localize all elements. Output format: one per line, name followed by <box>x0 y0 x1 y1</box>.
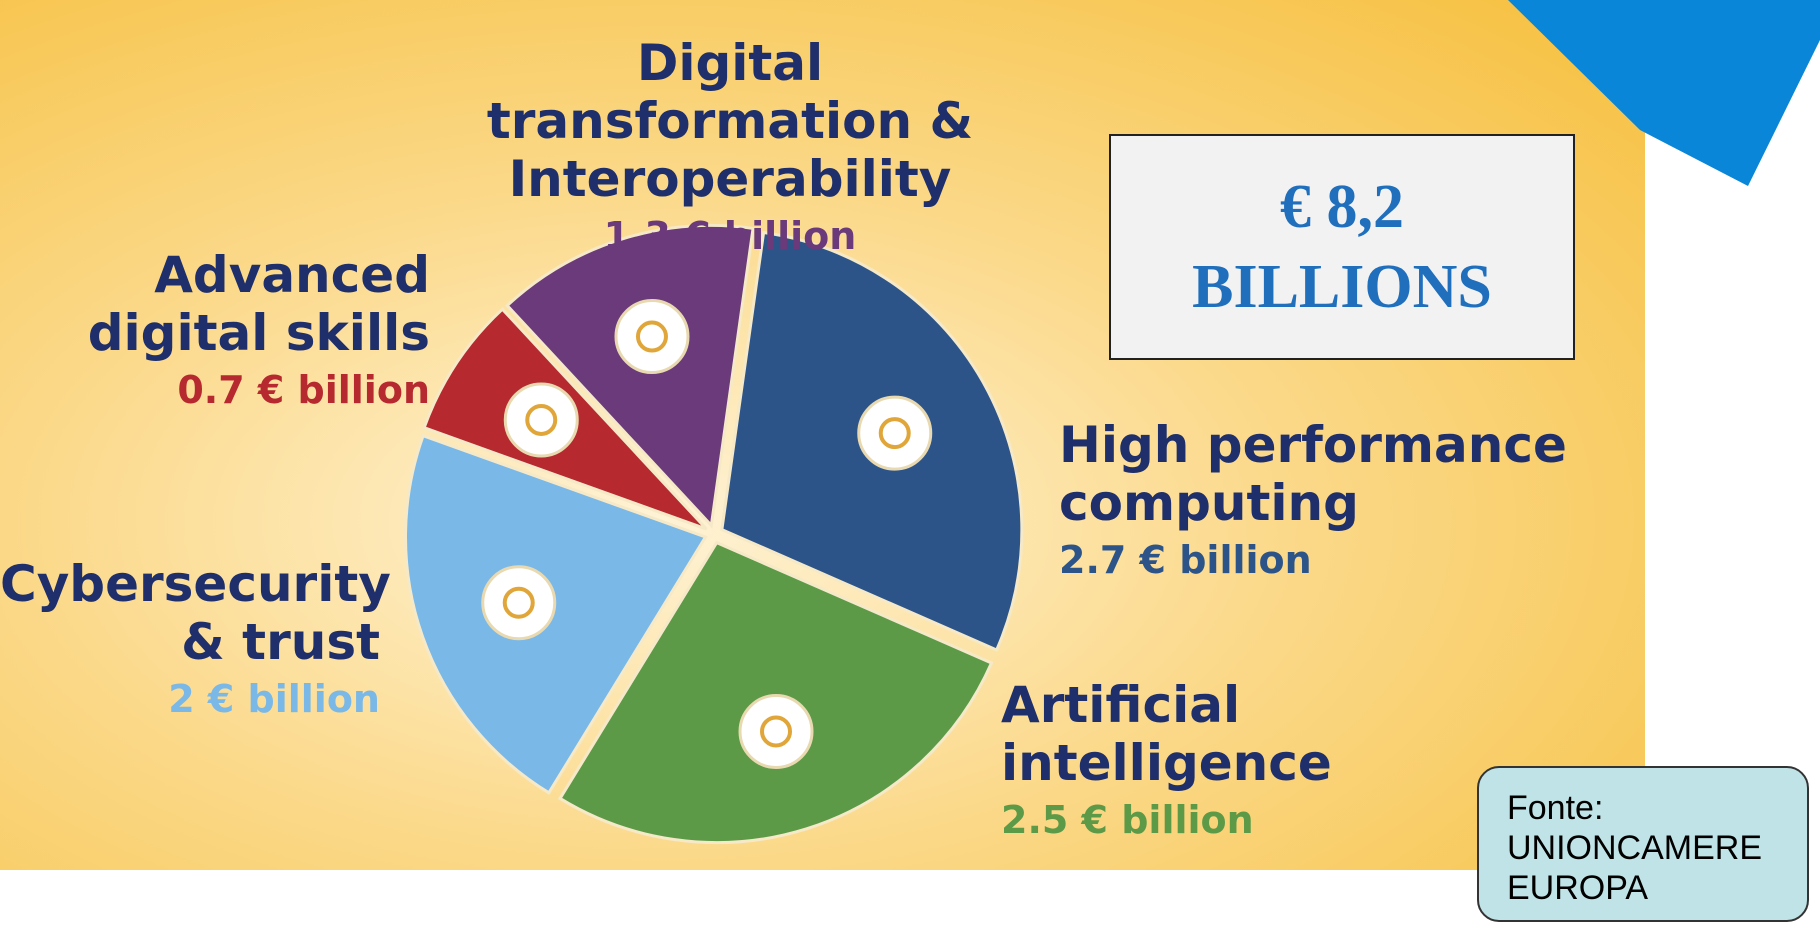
source-line: Fonte: <box>1507 789 1604 827</box>
slice-label: Artificial intelligence 2.5 € billion <box>1001 676 1421 848</box>
slice-label: Digital transformation & Interoperabilit… <box>420 34 1040 264</box>
slice-icon <box>857 395 933 471</box>
source-line: UNIONCAMERE <box>1507 829 1763 867</box>
slice-icon <box>614 299 690 375</box>
slice-icon <box>481 565 557 641</box>
pie-slice <box>557 540 994 845</box>
pie-slice <box>505 223 755 529</box>
category-name: High performance computing <box>1059 416 1567 532</box>
slice-icon-glyph <box>502 586 535 619</box>
slice-icon-glyph <box>635 320 668 353</box>
corner-shape <box>1508 0 1820 186</box>
value-label: 2 € billion <box>168 677 380 721</box>
category-name: Digital transformation & Interoperabilit… <box>486 34 974 208</box>
value-label: 2.5 € billion <box>1001 798 1254 842</box>
total-line: BILLIONS <box>1192 253 1492 321</box>
slice-icon <box>738 693 814 769</box>
slice-label: High performance computing 2.7 € billion <box>1059 416 1579 588</box>
slice-icon-glyph <box>760 715 793 748</box>
slice-label: Advanced digital skills 0.7 € billion <box>60 246 430 418</box>
total-line: € 8,2 <box>1280 173 1404 241</box>
category-name: Artificial intelligence <box>1001 676 1332 792</box>
total-box: € 8,2 BILLIONS <box>1109 134 1575 360</box>
pie-slice <box>404 433 708 795</box>
source-line: EUROPA <box>1507 869 1649 907</box>
value-label: 1.3 € billion <box>603 214 857 258</box>
slice-label: Cybersecurity & trust 2 € billion <box>0 555 391 727</box>
slice-icon-glyph <box>878 417 911 450</box>
value-label: 0.7 € billion <box>177 368 430 412</box>
slice-icon <box>503 382 579 458</box>
slice-icon-glyph <box>525 403 558 436</box>
source-box: Fonte: UNIONCAMERE EUROPA <box>1477 766 1809 922</box>
category-name: Cybersecurity & trust <box>0 555 391 671</box>
category-name: Advanced digital skills <box>87 246 430 362</box>
value-label: 2.7 € billion <box>1059 538 1312 582</box>
